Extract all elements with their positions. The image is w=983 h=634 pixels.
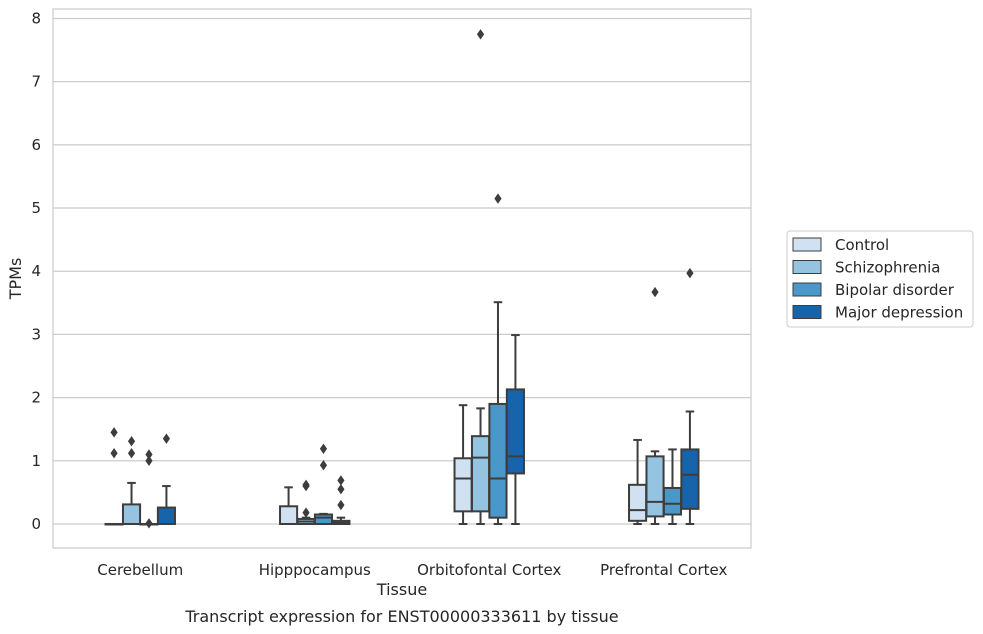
- box: [453, 457, 473, 513]
- y-tick-label: 8: [31, 9, 41, 27]
- y-tick-label: 3: [31, 325, 41, 343]
- box: [156, 506, 176, 525]
- box: [662, 486, 683, 516]
- series-group: [121, 29, 665, 525]
- outlier-point: [651, 286, 659, 298]
- y-tick-label: 2: [31, 389, 41, 407]
- series-group: [104, 404, 648, 526]
- box: [488, 402, 508, 519]
- y-tick-label: 6: [31, 136, 41, 154]
- y-tick-label: 1: [31, 452, 41, 470]
- box: [628, 483, 648, 522]
- outlier-point: [145, 455, 153, 466]
- outlier-point: [110, 427, 118, 438]
- legend-swatch: [792, 237, 822, 252]
- y-tick-label: 7: [31, 73, 41, 91]
- y-axis-label: TPMs: [6, 258, 25, 301]
- x-axis-label: Tissue: [376, 580, 427, 599]
- box: [121, 503, 142, 525]
- outlier-point: [337, 475, 345, 486]
- outlier-point: [110, 448, 118, 459]
- y-tick-label: 4: [31, 262, 41, 280]
- outlier-point: [319, 443, 328, 454]
- outlier-point: [686, 267, 694, 279]
- x-tick-label: Cerebellum: [97, 561, 183, 579]
- legend-label: Schizophrenia: [835, 259, 940, 277]
- x-axis-ticks: Cerebellum Hipppocampus Orbitofontal Corte…: [97, 561, 727, 579]
- x-tick-label: Prefrontal Cortex: [600, 561, 727, 579]
- outlier-point: [476, 29, 485, 40]
- outlier-point: [145, 449, 153, 460]
- legend-swatch: [792, 282, 822, 297]
- outlier-point: [494, 193, 502, 204]
- outlier-point: [127, 436, 136, 447]
- y-tick-label: 0: [31, 515, 41, 533]
- outlier-point: [162, 433, 171, 444]
- outlier-point: [302, 507, 310, 518]
- series-group: [156, 267, 700, 525]
- legend: Control Schizophrenia Bipolar disorder Majo…: [786, 230, 974, 328]
- legend-label: Major depression: [835, 304, 963, 322]
- box: [313, 513, 334, 525]
- series-group: [139, 193, 683, 529]
- y-axis-ticks: 0 1 2 3 4 5 6 7 8: [31, 9, 41, 533]
- outlier-point: [145, 518, 153, 529]
- legend-label: Bipolar disorder: [835, 281, 955, 299]
- outlier-point: [127, 448, 136, 459]
- legend-label: Control: [835, 236, 889, 254]
- legend-swatch: [792, 260, 822, 274]
- x-tick-label: Hipppocampus: [259, 561, 371, 579]
- y-tick-label: 5: [31, 199, 41, 217]
- plot-frame: [52, 8, 752, 549]
- outlier-point: [302, 480, 310, 492]
- box: [505, 388, 525, 475]
- legend-frame: [786, 230, 974, 328]
- box: [680, 448, 700, 510]
- x-tick-label: Orbitofontal Cortex: [417, 561, 561, 579]
- box: [645, 455, 665, 518]
- outlier-point: [337, 499, 345, 511]
- legend-swatch: [792, 305, 822, 319]
- box: [279, 505, 299, 525]
- outlier-point: [319, 460, 328, 471]
- gridlines: [53, 17, 751, 525]
- box-plot-layer: [104, 29, 700, 529]
- outlier-point: [337, 484, 345, 495]
- box: [470, 435, 491, 513]
- chart-caption: Transcript expression for ENST0000033361…: [184, 607, 618, 626]
